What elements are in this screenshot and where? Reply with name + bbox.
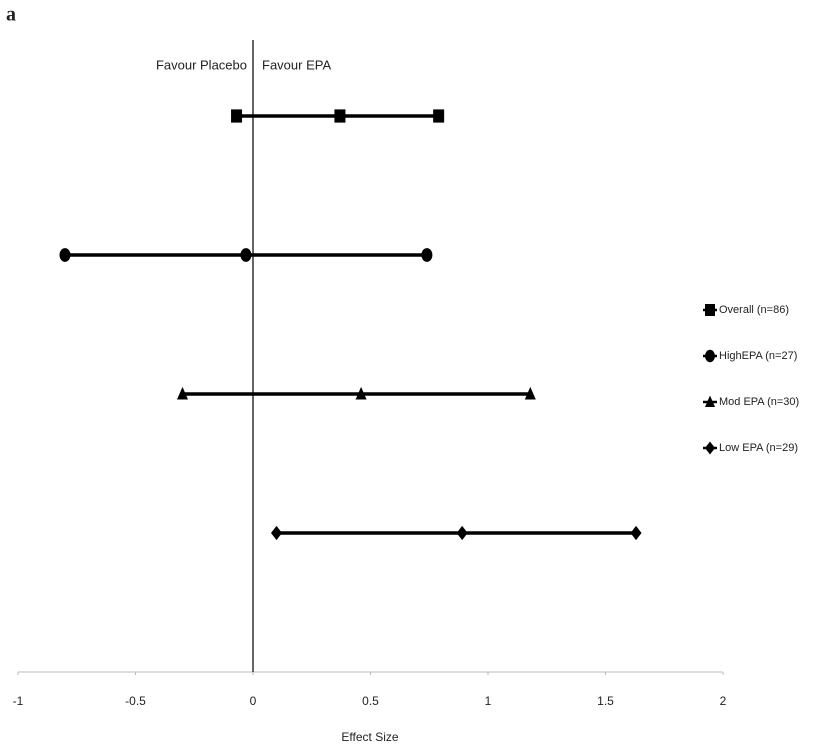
marker — [355, 386, 367, 400]
annotation: Favour Placebo — [156, 57, 247, 72]
marker — [271, 525, 282, 541]
x-tick-label: -0.5 — [125, 694, 146, 708]
marker — [421, 248, 433, 262]
marker — [524, 386, 536, 400]
marker — [334, 109, 346, 123]
legend-label: Mod EPA (n=30) — [719, 396, 799, 408]
x-axis-label: Effect Size — [341, 730, 398, 744]
legend-label: Low EPA (n=29) — [719, 442, 798, 454]
legend-marker — [705, 349, 715, 363]
legend-label: Overall (n=86) — [719, 304, 789, 316]
annotation: Favour EPA — [262, 57, 331, 72]
x-tick-label: 2 — [720, 694, 727, 708]
legend-marker — [705, 441, 715, 455]
legend-marker — [705, 395, 715, 407]
marker — [177, 386, 188, 400]
x-tick-label: 1 — [485, 694, 492, 708]
marker — [456, 525, 468, 541]
panel-label: a — [6, 4, 16, 26]
x-tick-label: 0 — [250, 694, 257, 708]
legend-marker — [705, 304, 715, 316]
x-tick-label: 0.5 — [362, 694, 379, 708]
marker — [433, 109, 445, 123]
marker — [231, 109, 243, 123]
x-tick-label: -1 — [13, 694, 24, 708]
marker — [630, 525, 642, 541]
legend-label: HighEPA (n=27) — [719, 350, 797, 362]
x-tick-label: 1.5 — [597, 694, 614, 708]
marker — [59, 248, 71, 262]
marker — [240, 248, 252, 262]
